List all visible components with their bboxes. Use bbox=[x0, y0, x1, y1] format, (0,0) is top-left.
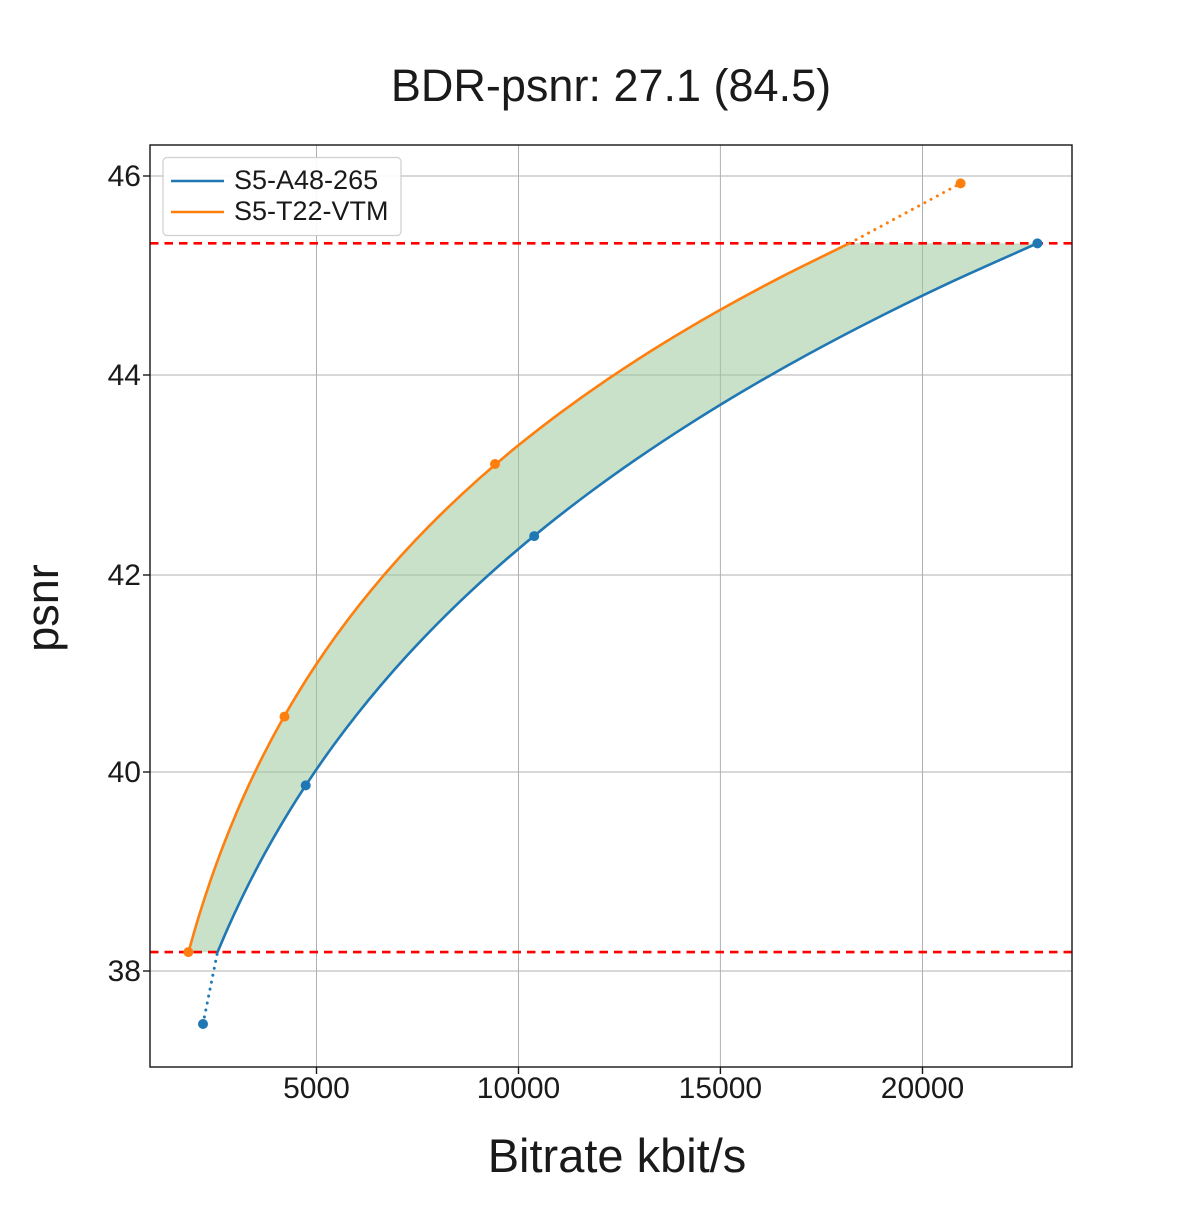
svg-text:10000: 10000 bbox=[477, 1072, 560, 1105]
svg-text:Bitrate kbit/s: Bitrate kbit/s bbox=[488, 1129, 747, 1182]
svg-text:BDR-psnr: 27.1 (84.5): BDR-psnr: 27.1 (84.5) bbox=[391, 60, 831, 111]
svg-text:S5-T22-VTM: S5-T22-VTM bbox=[234, 196, 389, 226]
svg-text:psnr: psnr bbox=[17, 564, 68, 652]
svg-text:44: 44 bbox=[108, 359, 141, 392]
svg-text:42: 42 bbox=[108, 559, 141, 592]
svg-text:20000: 20000 bbox=[881, 1072, 964, 1105]
svg-text:15000: 15000 bbox=[679, 1072, 762, 1105]
svg-text:S5-A48-265: S5-A48-265 bbox=[234, 165, 378, 195]
svg-text:38: 38 bbox=[108, 955, 141, 988]
svg-text:5000: 5000 bbox=[283, 1072, 350, 1105]
svg-text:40: 40 bbox=[108, 756, 141, 789]
svg-text:46: 46 bbox=[108, 160, 141, 193]
